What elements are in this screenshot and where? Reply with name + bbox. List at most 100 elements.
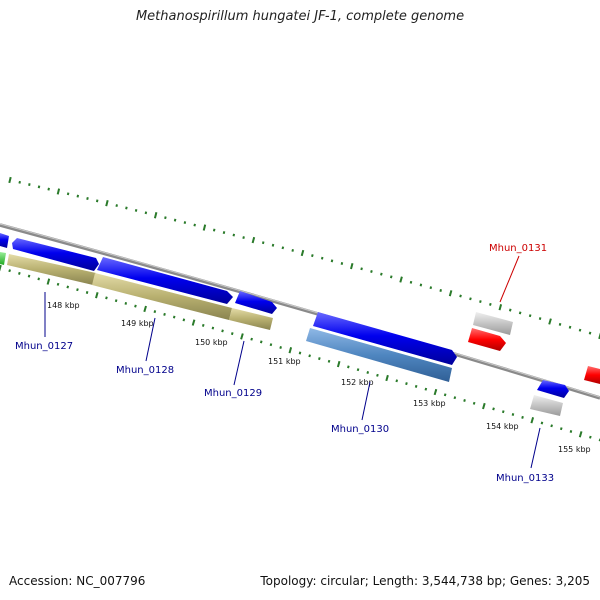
tick-mark bbox=[521, 415, 524, 419]
gene-feature-steel[interactable] bbox=[306, 328, 452, 382]
genome-backbone bbox=[0, 223, 600, 400]
tick-mark bbox=[360, 267, 363, 271]
gene-label-mhun-0133: Mhun_0133 bbox=[496, 473, 554, 484]
tick-mark bbox=[86, 197, 89, 200]
tick-mark bbox=[173, 218, 177, 222]
tick-mark bbox=[37, 185, 41, 189]
tick-mark bbox=[550, 424, 553, 428]
gene-feature-cds[interactable] bbox=[97, 257, 233, 304]
kbp-label: 149 kbp bbox=[121, 319, 154, 328]
tick-mark bbox=[347, 365, 350, 369]
gene-labels: Mhun_0127 Mhun_0128 Mhun_0129 Mhun_0130 … bbox=[15, 243, 554, 484]
leader-line bbox=[361, 381, 371, 421]
tick-mark bbox=[105, 200, 109, 207]
tick-mark bbox=[66, 192, 70, 196]
tick-mark bbox=[568, 325, 572, 329]
gene-feature-cds[interactable] bbox=[537, 380, 569, 398]
kbp-label: 152 kbp bbox=[341, 378, 374, 387]
leader-line bbox=[530, 427, 541, 469]
tick-mark bbox=[370, 270, 373, 273]
tick-mark bbox=[95, 199, 99, 203]
tick-mark bbox=[380, 272, 383, 276]
tick-mark bbox=[429, 286, 433, 290]
genome-backbone-highlight bbox=[0, 223, 600, 398]
gene-feature-green[interactable] bbox=[0, 252, 6, 265]
tick-mark bbox=[153, 310, 157, 314]
tick-mark bbox=[419, 283, 423, 287]
tick-mark bbox=[134, 208, 138, 212]
tick-mark bbox=[389, 275, 393, 279]
tick-mark bbox=[125, 206, 128, 210]
tick-mark bbox=[269, 343, 273, 347]
tick-mark bbox=[448, 290, 453, 297]
tick-mark bbox=[443, 393, 447, 397]
tick-mark bbox=[230, 332, 234, 336]
tick-mark bbox=[298, 351, 302, 355]
tick-mark bbox=[47, 187, 50, 191]
gene-feature-trna[interactable] bbox=[584, 366, 600, 384]
tick-mark bbox=[202, 224, 207, 231]
tick-mark bbox=[85, 291, 89, 294]
kbp-label: 155 kbp bbox=[558, 445, 591, 454]
tick-mark bbox=[222, 231, 226, 235]
gene-feature-olive[interactable] bbox=[229, 308, 273, 330]
tick-mark bbox=[291, 248, 294, 252]
tick-mark bbox=[251, 236, 256, 244]
tick-mark bbox=[327, 359, 331, 363]
tick-mark bbox=[569, 430, 573, 433]
tick-mark bbox=[143, 305, 147, 313]
tick-mark bbox=[366, 371, 370, 374]
tick-mark bbox=[164, 216, 167, 220]
gene-feature-pseudo[interactable] bbox=[530, 395, 563, 416]
tick-mark bbox=[511, 413, 515, 416]
tick-mark bbox=[578, 328, 582, 332]
kbp-label: 148 kbp bbox=[47, 301, 80, 310]
tick-mark bbox=[405, 382, 408, 386]
tick-mark bbox=[356, 368, 360, 372]
gene-feature-olive[interactable] bbox=[7, 254, 96, 285]
tick-mark bbox=[336, 360, 341, 368]
tick-mark bbox=[95, 292, 99, 299]
gene-feature-cds[interactable] bbox=[235, 291, 277, 314]
tick-mark bbox=[308, 354, 311, 358]
tick-mark bbox=[66, 285, 70, 289]
tick-mark bbox=[18, 180, 21, 184]
tick-mark bbox=[489, 302, 492, 306]
gene-feature-cds[interactable] bbox=[313, 312, 457, 365]
gene-feature-trna[interactable] bbox=[468, 328, 506, 351]
gene-label-mhun-0128: Mhun_0128 bbox=[116, 365, 174, 376]
tick-mark bbox=[240, 333, 244, 340]
tick-mark bbox=[548, 318, 552, 325]
tick-mark bbox=[439, 289, 442, 292]
tick-mark bbox=[340, 262, 344, 265]
tick-mark bbox=[114, 299, 118, 303]
kbp-label: 154 kbp bbox=[486, 422, 519, 431]
tick-mark bbox=[211, 326, 215, 330]
gene-feature-cds[interactable] bbox=[0, 233, 9, 248]
tick-mark bbox=[501, 410, 505, 414]
gene-feature-cds[interactable] bbox=[12, 238, 99, 271]
outer-tick-ring bbox=[8, 176, 600, 340]
tick-mark bbox=[144, 211, 148, 215]
gene-feature-olive[interactable] bbox=[92, 273, 232, 320]
tick-mark bbox=[498, 304, 503, 311]
tick-mark bbox=[433, 388, 438, 396]
leader-line bbox=[145, 317, 156, 362]
tick-mark bbox=[453, 396, 457, 400]
tick-mark bbox=[232, 233, 236, 237]
gene-label-mhun-0129: Mhun_0129 bbox=[204, 388, 262, 399]
kbp-label: 153 kbp bbox=[413, 399, 446, 408]
tick-mark bbox=[261, 241, 265, 245]
tick-mark bbox=[76, 194, 80, 198]
tick-mark bbox=[28, 183, 31, 186]
gene-feature-pseudo[interactable] bbox=[473, 312, 513, 335]
tick-mark bbox=[242, 236, 245, 240]
accession-text: Accession: NC_007796 bbox=[9, 574, 146, 588]
tick-mark bbox=[279, 346, 282, 349]
kbp-labels: 148 kbp 149 kbp 150 kbp 151 kbp 152 kbp … bbox=[47, 301, 591, 454]
map-title: Methanospirillum hungatei JF-1, complete… bbox=[135, 9, 465, 24]
tick-mark bbox=[589, 435, 592, 439]
tick-mark bbox=[259, 340, 263, 344]
tick-mark bbox=[182, 318, 186, 322]
genome-summary-text: Topology: circular; Length: 3,544,738 bp… bbox=[260, 574, 590, 588]
